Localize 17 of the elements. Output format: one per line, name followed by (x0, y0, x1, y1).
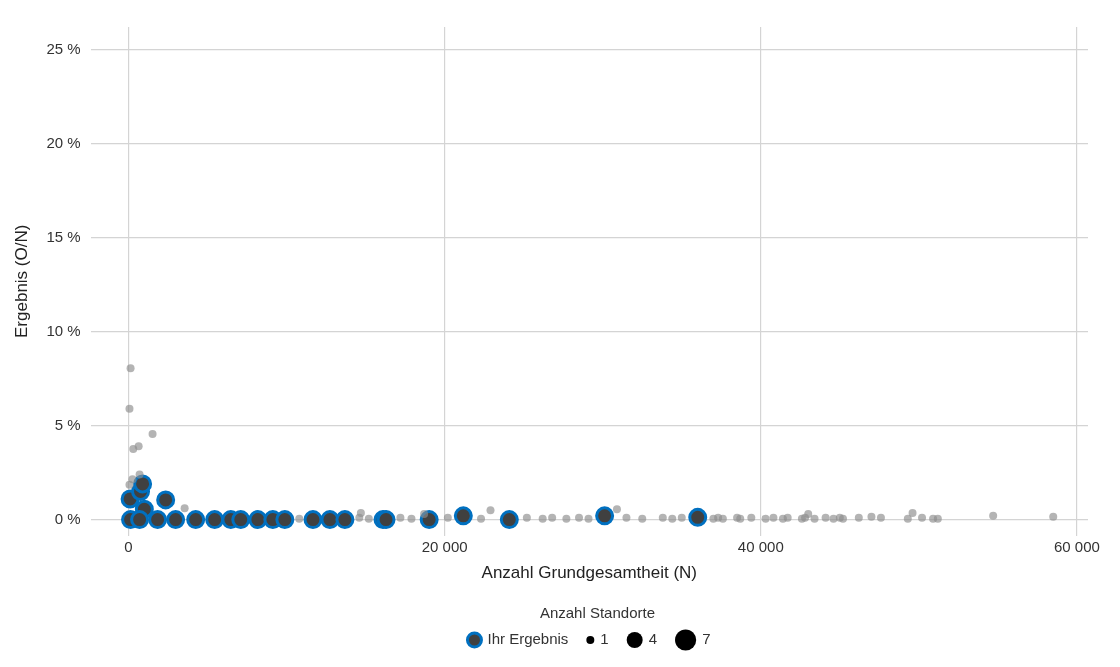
y-tick-label: 25 % (46, 39, 81, 57)
y-tick-label: 10 % (46, 321, 81, 339)
legend-label: 7 (702, 630, 711, 648)
y-tick-label: 5 % (54, 415, 81, 433)
legend-label: 1 (600, 630, 609, 648)
y-tick-label: 15 % (46, 227, 81, 245)
legend-label: Ihr Ergebnis (487, 630, 569, 648)
x-tick-label: 60 000 (1053, 537, 1100, 555)
y-axis-title: Ergebnis (O/N) (11, 224, 31, 338)
y-tick-label: 20 % (46, 133, 81, 151)
x-tick-label: 0 (124, 537, 133, 555)
y-tick-label: 0 % (54, 509, 81, 527)
legend-label: 4 (648, 630, 658, 648)
x-tick-label: 40 000 (737, 537, 784, 555)
x-tick-label: 20 000 (421, 537, 468, 555)
x-axis-title: Anzahl Grundgesamtheit (N) (481, 563, 698, 583)
legend-title: Anzahl Standorte (539, 604, 655, 622)
